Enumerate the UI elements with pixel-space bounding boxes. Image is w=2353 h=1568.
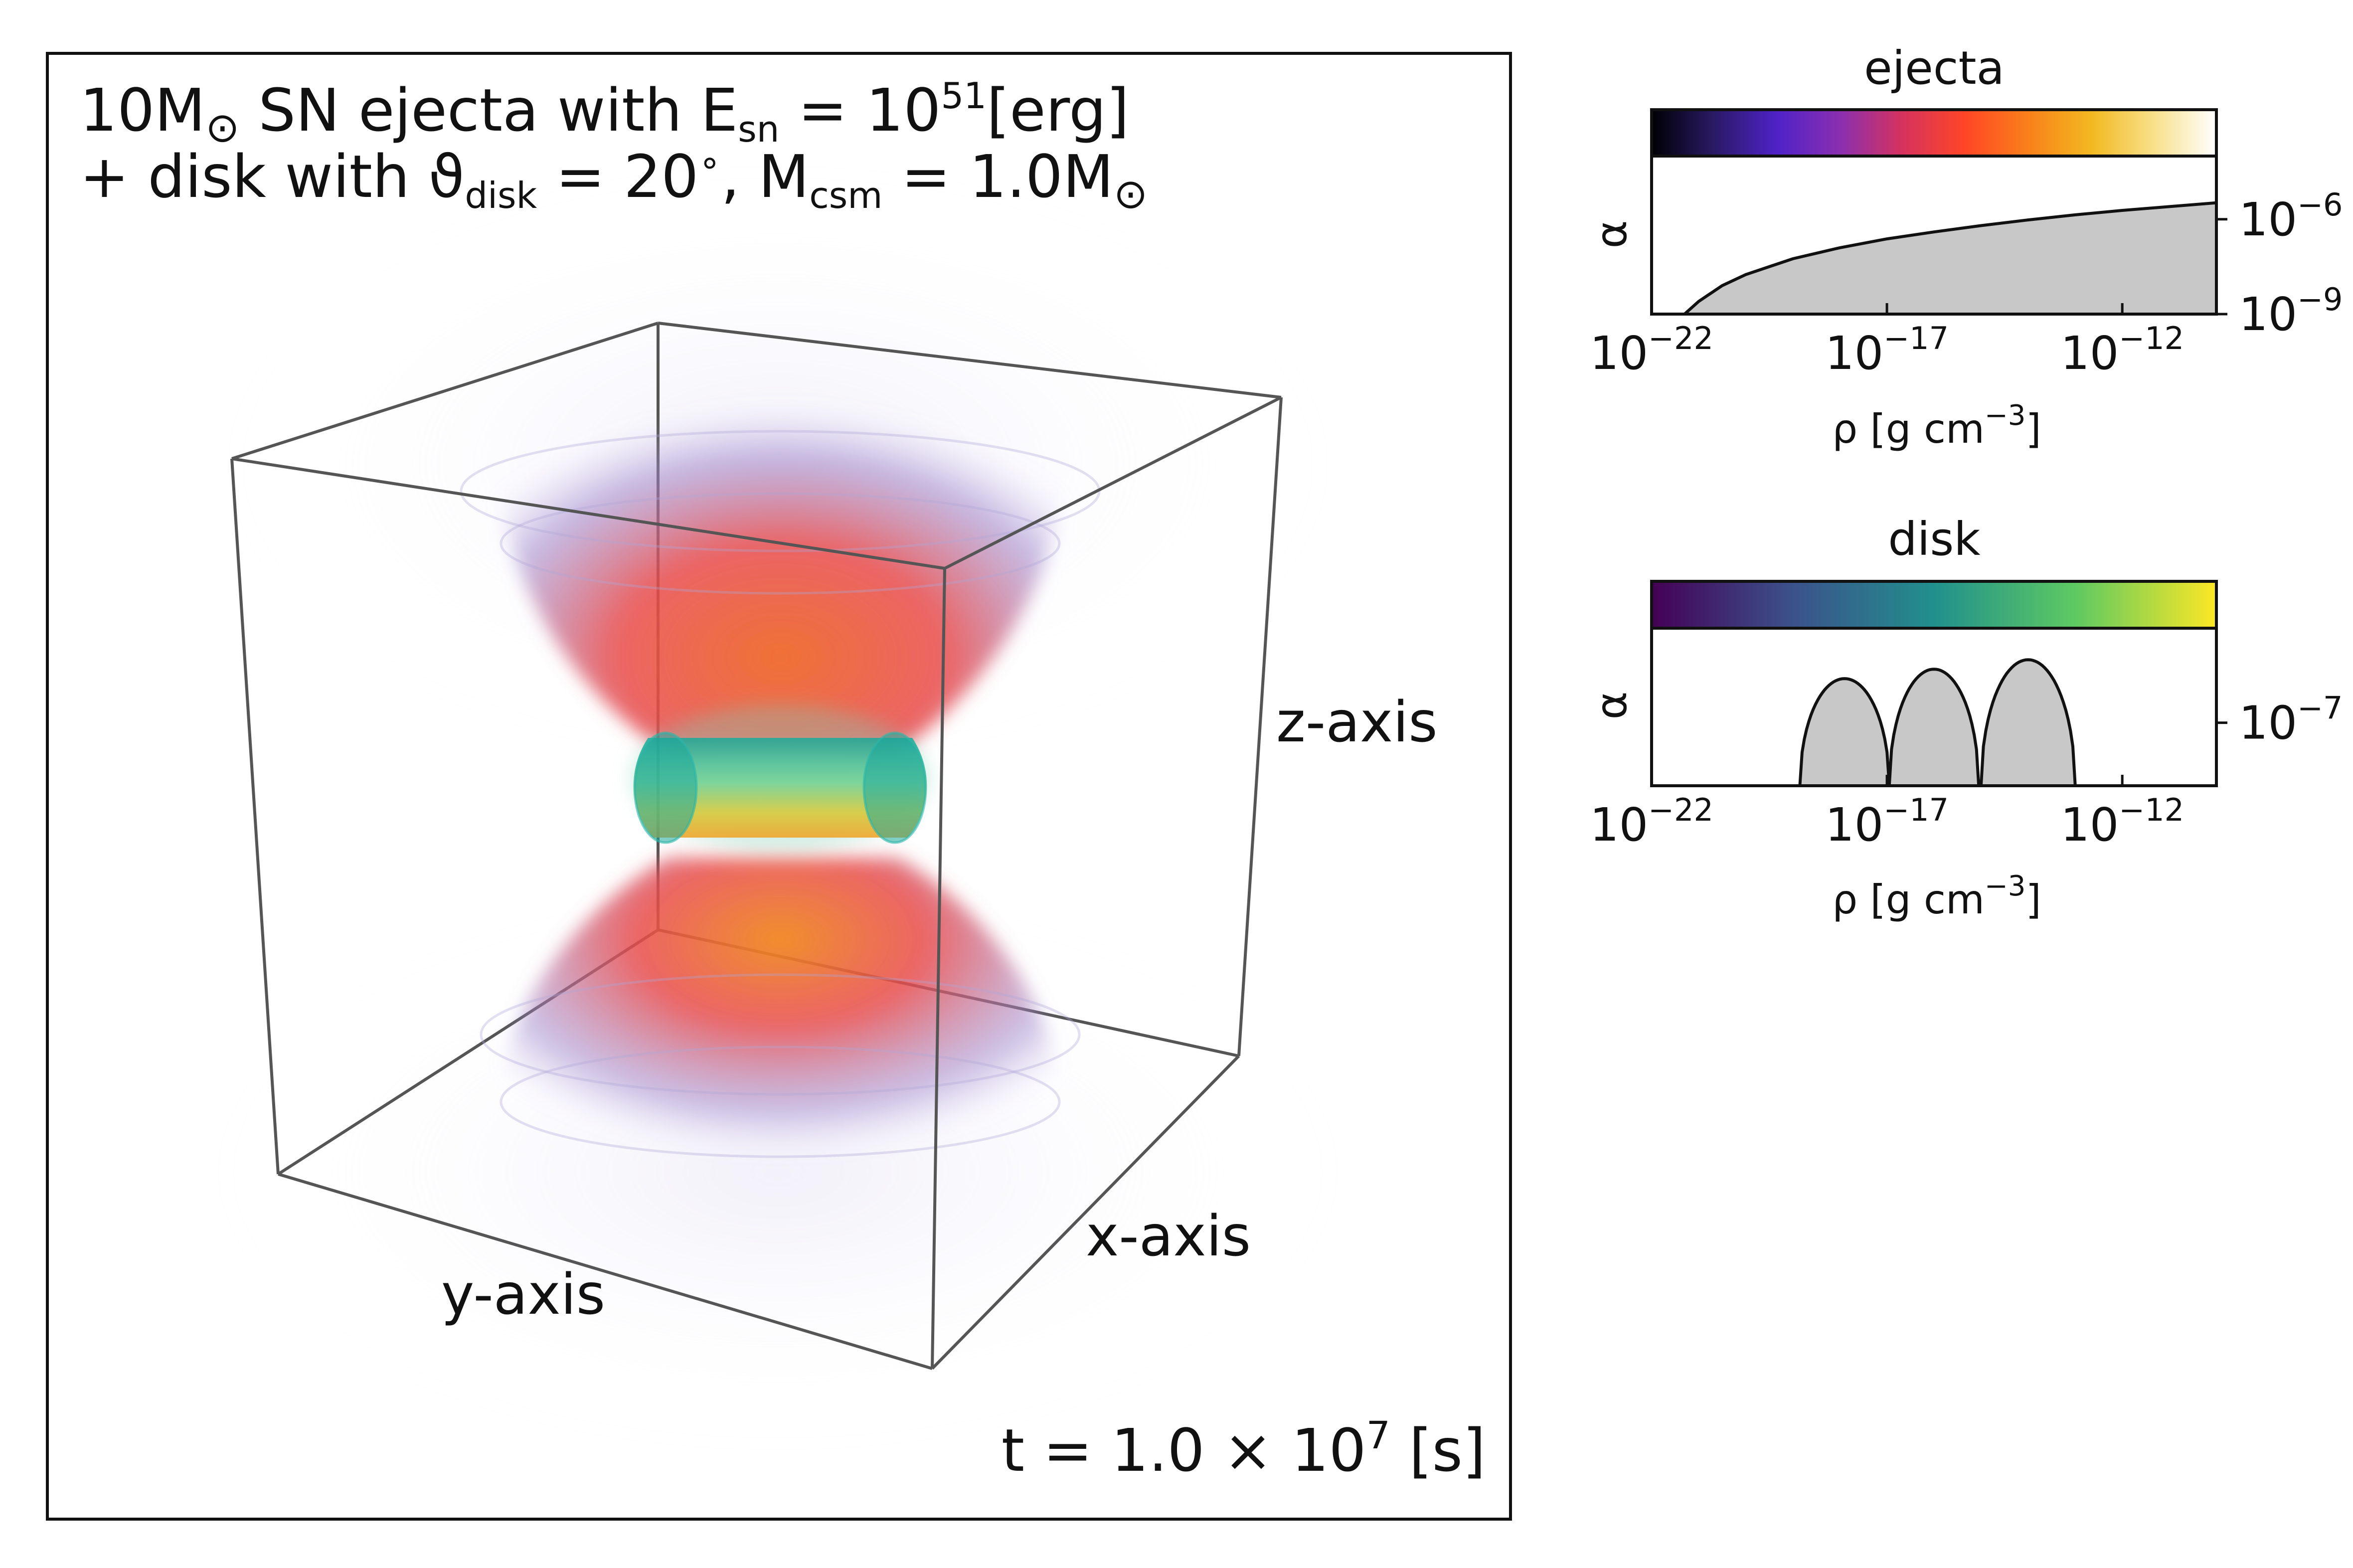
ejecta-plot-area — [1683, 201, 2217, 316]
disk-opacity-curve — [1652, 658, 2216, 787]
x-axis-label: x-axis — [1086, 1204, 1251, 1269]
disk-chart: disk α 10−22 10−17 10−12 10−7 ρ [g cm−3] — [1587, 513, 2343, 923]
disk-xtick-label: 10−17 — [1825, 792, 1949, 852]
disk-plot-area — [1652, 658, 2216, 787]
ejecta-ytick-label: 10−9 — [2239, 281, 2343, 341]
disk-area-fill — [1652, 660, 2216, 786]
ejecta-ytick-label: 10−6 — [2239, 186, 2343, 246]
time-label: t = 1.0 × 107 [s] — [1002, 1413, 1486, 1485]
disk-xtick-label: 10−12 — [2060, 792, 2184, 852]
disk-chart-title: disk — [1888, 513, 1981, 566]
z-axis-label: z-axis — [1276, 690, 1438, 755]
render-title-line1: 10M⊙ SN ejecta with Esn = 1051[erg] — [80, 75, 1129, 152]
ejecta-plume-upper — [498, 369, 1064, 753]
ejecta-xlabel: ρ [g cm−3] — [1832, 399, 2041, 452]
ejecta-plot-frame — [1650, 155, 2218, 316]
ejecta-opacity-curve — [1683, 201, 2217, 316]
cube-front-edges — [230, 322, 1283, 1370]
disk-ytick-label: 10−7 — [2239, 690, 2343, 750]
ejecta-x-ticks: 10−22 10−17 10−12 — [1590, 303, 2184, 380]
disk-y-ticks: 10−7 — [2216, 690, 2343, 750]
y-axis-label: y-axis — [441, 1262, 605, 1327]
ejecta-ylabel: α — [1587, 220, 1637, 249]
disk-sphere-right — [862, 731, 927, 844]
ejecta-area-fill — [1684, 202, 2216, 314]
disk-ylabel: α — [1587, 692, 1637, 720]
disk-xlabel: ρ [g cm−3] — [1832, 870, 2041, 923]
ejecta-y-ticks: 10−6 10−9 — [2216, 186, 2343, 341]
ejecta-xtick-label: 10−17 — [1825, 320, 1949, 380]
ejecta-chart: ejecta α 10−22 10−17 10−12 10−6 10−9 ρ [g c… — [1587, 41, 2343, 452]
render-title-line2: + disk with ϑdisk = 20∘, Mcsm = 1.0M⊙ — [80, 141, 1148, 218]
disk-colorbar — [1650, 580, 2218, 630]
ejecta-xtick-label: 10−12 — [2060, 320, 2184, 380]
disk-sphere-left — [633, 731, 698, 844]
ejecta-xtick-label: 10−22 — [1590, 320, 1713, 380]
disk-xtick-label: 10−22 — [1590, 792, 1713, 852]
disk-x-ticks: 10−22 10−17 10−12 — [1590, 775, 2184, 852]
render-panel: 10M⊙ SN ejecta with Esn = 1051[erg] + di… — [46, 52, 1512, 1521]
ejecta-plume-lower — [502, 858, 1059, 1186]
disk-core — [634, 738, 927, 838]
ejecta-chart-title: ejecta — [1864, 41, 2005, 95]
disk-plot-frame — [1650, 627, 2218, 787]
ejecta-colorbar — [1650, 108, 2218, 158]
